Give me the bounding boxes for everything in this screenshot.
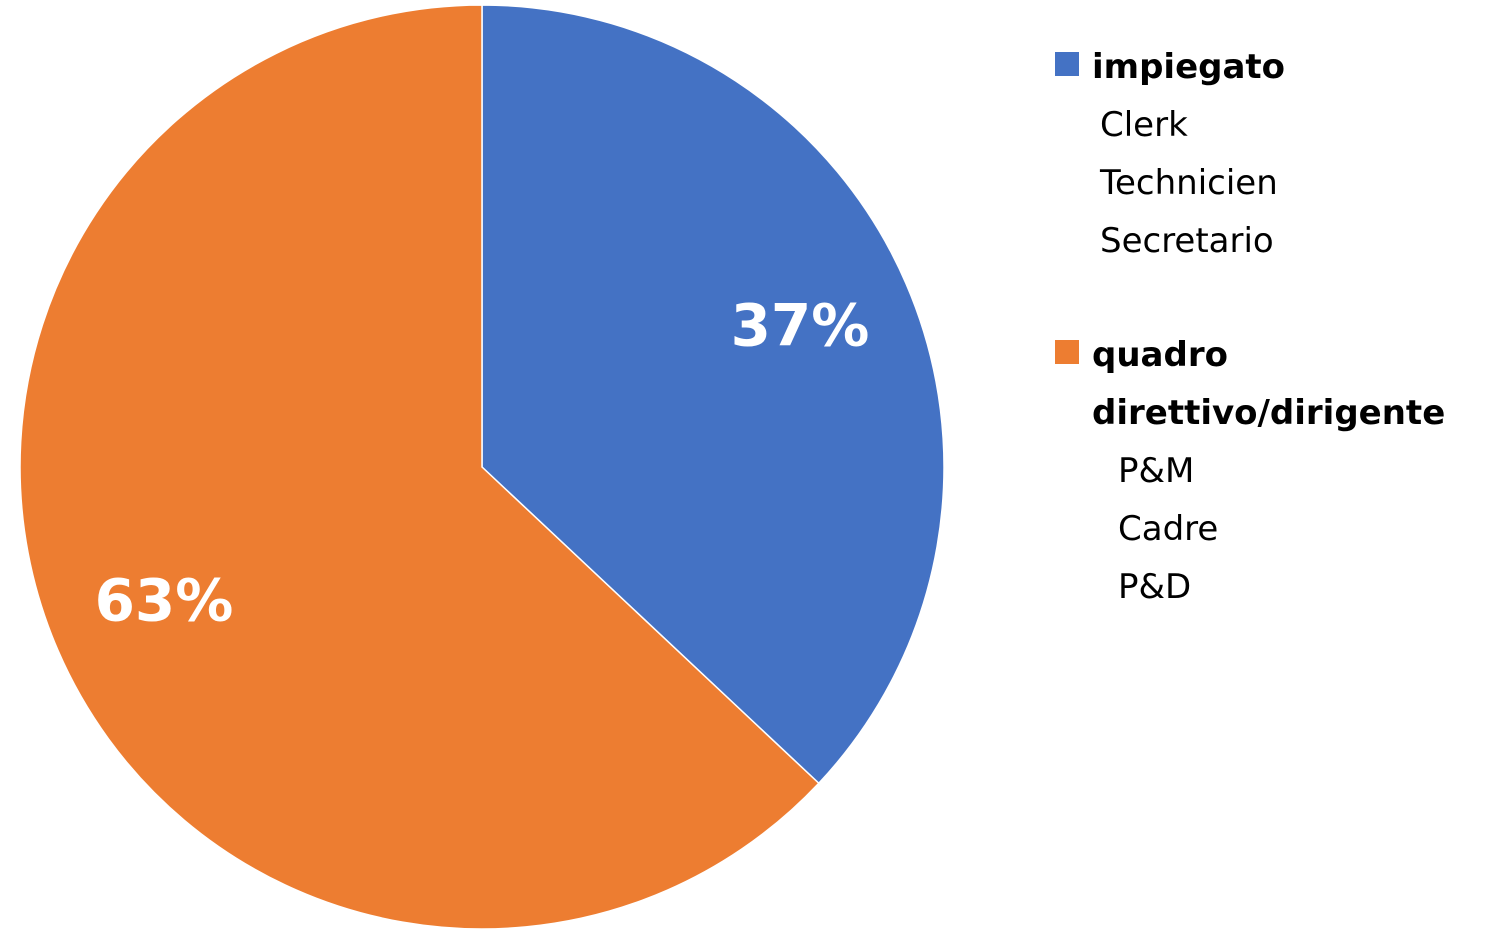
legend: impiegato Clerk Technicien Secretario quadro… xyxy=(1055,38,1475,672)
legend-label: impiegato xyxy=(1092,47,1286,87)
legend-entry: quadro direttivo/dirigente P&M Cadre P&D xyxy=(1055,326,1475,616)
legend-details: P&M Cadre P&D xyxy=(1092,442,1475,616)
legend-swatch xyxy=(1055,340,1079,364)
legend-swatch xyxy=(1055,52,1079,76)
legend-details: Clerk Technicien Secretario xyxy=(1092,96,1475,270)
data-label: 63% xyxy=(95,567,234,635)
data-label: 37% xyxy=(731,291,870,359)
legend-detail: P&M xyxy=(1118,451,1195,491)
legend-detail: Clerk xyxy=(1100,105,1188,145)
legend-detail: Cadre xyxy=(1118,509,1219,549)
legend-detail: P&D xyxy=(1118,567,1192,607)
legend-detail: Technicien xyxy=(1100,163,1278,203)
pie-slice xyxy=(481,4,945,785)
chart: 37% 63% xyxy=(19,4,945,930)
legend-detail: Secretario xyxy=(1100,221,1274,261)
legend-label: quadro direttivo/dirigente xyxy=(1092,335,1446,433)
legend-entry: impiegato Clerk Technicien Secretario xyxy=(1055,38,1475,270)
pie-slice xyxy=(19,4,820,930)
